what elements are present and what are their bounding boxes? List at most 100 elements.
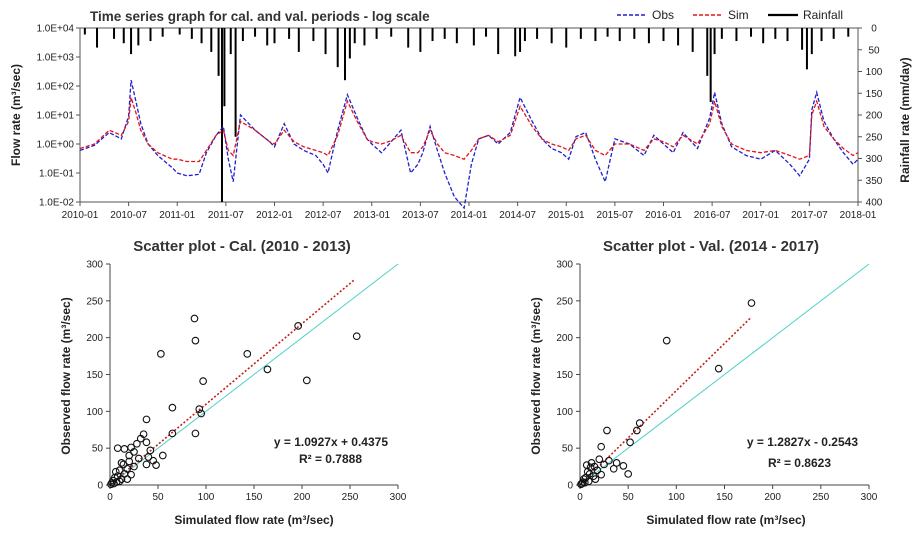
scatter-point [605, 456, 613, 465]
scatter-val-one-to-one-line [579, 263, 870, 486]
x-tick-label: 50 [152, 492, 164, 503]
legend-rainfall-label: Rainfall [803, 8, 843, 22]
obs-series-line [79, 79, 859, 210]
scatter-point [158, 451, 167, 460]
y-tick-label: 50 [92, 444, 104, 455]
scatter-point [134, 454, 143, 463]
scatter-point [115, 477, 124, 486]
timeseries-y2label: Rainfall rate (mm/day) [898, 57, 912, 182]
y-tick-label: 150 [86, 370, 103, 381]
scatter-point [586, 463, 595, 472]
x-tick-label: 300 [861, 492, 878, 503]
x-tick-label: 50 [623, 492, 635, 503]
scatter-val-r2: R² = 0.8623 [768, 456, 831, 470]
scatter-point [609, 464, 618, 473]
scatter-point [577, 480, 585, 489]
scatter-cal-ticks: 0 50 100 150 200 250 300 0 50 100 150 200 250 300 [86, 260, 406, 504]
scatter-point [263, 365, 272, 374]
x-tick-label: 0 [577, 492, 583, 503]
scatter-point [144, 453, 153, 461]
timeseries-panel: Time series graph for cal. and val. peri… [9, 8, 912, 221]
scatter-val-xlabel: Simulated flow rate (m³/sec) [646, 513, 805, 527]
y-tick-label: 1.0E-02 [39, 198, 74, 209]
scatter-point [107, 480, 115, 489]
scatter-point [197, 409, 206, 418]
scatter-cal-fit-line [109, 278, 356, 486]
scatter-cal-title: Scatter plot - Cal. (2010 - 2013) [133, 238, 351, 255]
x-tick-label: 2014-01 [451, 210, 488, 221]
x-tick-label: 100 [198, 492, 215, 503]
x-tick-label: 2012-07 [305, 210, 342, 221]
x-tick-label: 2010-07 [110, 210, 147, 221]
y2-tick-label: 400 [866, 198, 883, 209]
x-tick-label: 200 [294, 492, 311, 503]
x-tick-label: 2015-07 [597, 210, 634, 221]
scatter-cal-points [107, 314, 361, 489]
scatter-point [127, 470, 135, 479]
legend-obs-label: Obs [652, 8, 674, 22]
scatter-cal-r2: R² = 0.7888 [299, 452, 362, 466]
x-tick-label: 2010-01 [62, 210, 99, 221]
scatter-point [597, 470, 606, 479]
scatter-point [199, 377, 207, 385]
y-tick-label: 250 [86, 296, 103, 307]
y-tick-label: 100 [86, 407, 103, 418]
y-tick-label: 1.0E+00 [36, 140, 74, 151]
scatter-point [352, 332, 361, 341]
y-tick-label: 1.0E+03 [36, 53, 74, 64]
x-tick-label: 300 [390, 492, 407, 503]
timeseries-title: Time series graph for cal. and val. peri… [90, 9, 430, 24]
y-tick-label: 0 [97, 481, 103, 492]
scatter-val-ticks: 0 50 100 150 200 250 300 0 50 100 150 200 250 300 [556, 260, 877, 504]
scatter-point [195, 405, 204, 413]
y-tick-label: 200 [556, 333, 573, 344]
scatter-val-points [577, 299, 756, 489]
timeseries-y2-ticks: 0 50 100 150 200 250 300 350 400 [858, 24, 883, 209]
y-tick-label: 1.0E-01 [39, 169, 74, 180]
scatter-point [130, 462, 138, 471]
y-tick-label: 1.0E+01 [36, 111, 74, 122]
scatter-point [133, 439, 141, 448]
scatter-point [117, 459, 126, 467]
x-tick-label: 2017-01 [742, 210, 779, 221]
scatter-point [190, 314, 199, 323]
scatter-point [136, 434, 145, 443]
y-tick-label: 250 [556, 296, 573, 307]
x-tick-label: 2014-07 [499, 210, 536, 221]
scatter-point [626, 438, 634, 447]
scatter-point [294, 322, 303, 330]
y2-tick-label: 300 [866, 154, 883, 165]
scatter-cal-equation: y = 1.0927x + 0.4375 [274, 435, 388, 449]
scatter-point [624, 470, 633, 478]
x-tick-label: 2011-01 [159, 210, 195, 221]
scatter-point [191, 429, 200, 438]
legend-sim-label: Sim [728, 8, 749, 22]
y-tick-label: 200 [86, 333, 103, 344]
x-tick-label: 2013-01 [353, 210, 390, 221]
x-tick-label: 2017-07 [791, 210, 828, 221]
scatter-point [142, 438, 151, 447]
scatter-point [635, 419, 644, 427]
scatter-cal-one-to-one-line [109, 263, 399, 486]
scatter-point [578, 479, 586, 488]
x-tick-label: 150 [716, 492, 733, 503]
scatter-point [747, 299, 756, 307]
scatter-point [142, 460, 151, 469]
x-tick-label: 0 [107, 492, 113, 503]
x-tick-label: 2012-01 [256, 210, 293, 221]
scatter-point [123, 475, 132, 483]
x-tick-label: 2016-07 [694, 210, 731, 221]
scatter-point [111, 467, 120, 476]
x-tick-label: 250 [342, 492, 359, 503]
x-tick-label: 2015-01 [548, 210, 585, 221]
y-tick-label: 0 [567, 481, 573, 492]
scatter-val-title: Scatter plot - Val. (2014 - 2017) [603, 238, 819, 255]
scatter-point [591, 475, 600, 483]
y-tick-label: 1.0E+02 [36, 82, 74, 93]
scatter-point [595, 455, 604, 464]
scatter-cal-ylabel: Observed flow rate (m³/sec) [59, 297, 73, 454]
rainfall-series [83, 28, 850, 202]
scatter-point [157, 350, 165, 358]
y2-tick-label: 250 [866, 132, 883, 143]
